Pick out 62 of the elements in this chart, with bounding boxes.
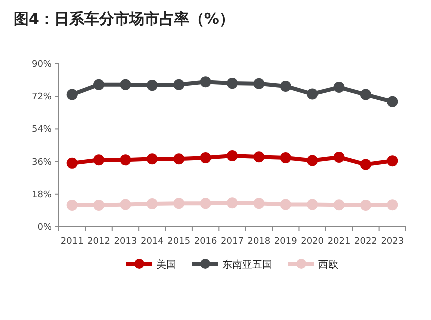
y-tick-label: 72% [32, 92, 52, 103]
point [387, 200, 398, 211]
y-tick-label: 90% [32, 60, 52, 70]
point [334, 152, 345, 163]
point [280, 199, 292, 210]
legend-label: 西欧 [318, 260, 338, 271]
x-tick-label: 2017 [221, 237, 244, 247]
point [120, 154, 132, 166]
point [254, 78, 265, 90]
x-tick-label: 2021 [328, 237, 351, 247]
x-tick-label: 2015 [168, 237, 191, 247]
x-tick-label: 2011 [60, 237, 84, 247]
point [360, 89, 372, 100]
point [387, 156, 398, 167]
x-tick-label: 2013 [114, 237, 138, 247]
x-tick-label: 2016 [194, 237, 218, 247]
point [200, 76, 212, 88]
point [94, 79, 105, 90]
x-tick-label: 2014 [140, 237, 164, 247]
point [146, 198, 158, 210]
point [146, 154, 158, 165]
point [387, 96, 398, 108]
y-tick-label: 0% [38, 223, 52, 233]
point [66, 89, 78, 100]
x-tick-label: 2012 [88, 237, 110, 247]
x-tick-label: 2019 [274, 237, 298, 247]
point [360, 159, 372, 170]
legend-label: 东南亚五国 [222, 259, 272, 271]
point [280, 80, 292, 92]
point [254, 198, 265, 210]
point [66, 158, 78, 169]
point [120, 199, 132, 210]
x-tick-label: 2018 [248, 237, 271, 247]
point [307, 199, 318, 210]
point [360, 200, 372, 211]
point [174, 154, 185, 165]
point [334, 200, 345, 211]
chart-title: 图4：日系车分市场市占率（%） [14, 10, 234, 28]
y-tick-label: 36% [32, 158, 52, 168]
x-tick-label: 2023 [381, 237, 404, 247]
point [200, 198, 212, 210]
y-tick-label: 18% [32, 190, 52, 200]
point [94, 200, 105, 211]
point [66, 200, 78, 211]
point [174, 79, 185, 90]
point [307, 155, 318, 166]
x-tick-label: 2022 [354, 237, 378, 247]
point [94, 154, 105, 166]
point [334, 82, 345, 94]
x-tick-label: 2020 [301, 237, 324, 247]
point [174, 198, 185, 210]
point [146, 80, 158, 92]
point [227, 198, 238, 209]
point [280, 152, 292, 164]
point [307, 88, 318, 100]
point [227, 78, 238, 90]
legend-label: 美国 [156, 259, 176, 271]
y-tick-label: 54% [32, 125, 52, 136]
point [120, 79, 132, 90]
point [254, 152, 265, 163]
point [227, 150, 238, 162]
point [200, 152, 212, 164]
